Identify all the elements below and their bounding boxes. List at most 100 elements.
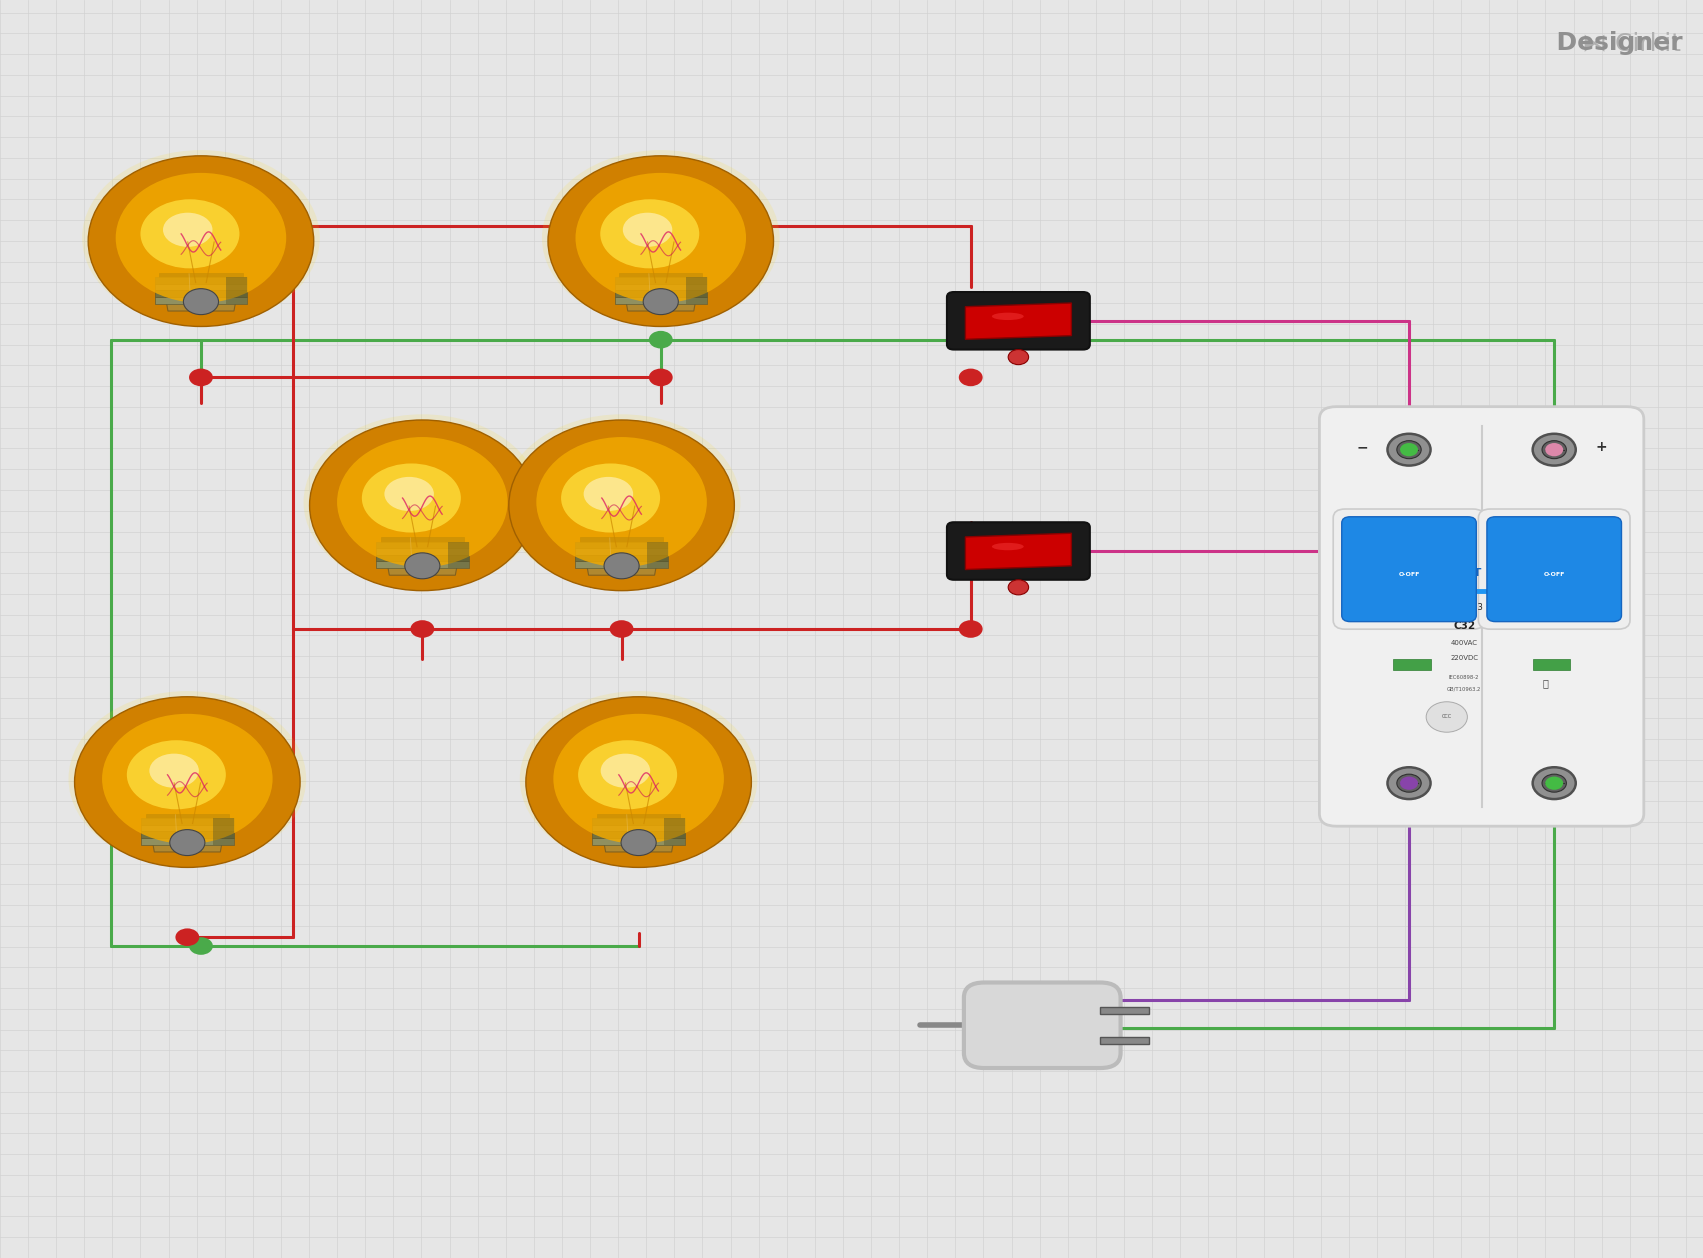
- Circle shape: [610, 620, 634, 638]
- FancyBboxPatch shape: [947, 292, 1090, 350]
- Ellipse shape: [577, 740, 678, 809]
- FancyBboxPatch shape: [160, 273, 242, 277]
- Circle shape: [502, 414, 741, 590]
- Circle shape: [405, 552, 439, 579]
- Polygon shape: [966, 303, 1071, 340]
- Circle shape: [605, 552, 639, 579]
- Polygon shape: [582, 538, 661, 575]
- FancyBboxPatch shape: [647, 541, 668, 548]
- Ellipse shape: [140, 199, 240, 268]
- FancyBboxPatch shape: [213, 838, 233, 844]
- FancyBboxPatch shape: [686, 277, 707, 284]
- Ellipse shape: [991, 543, 1024, 550]
- FancyBboxPatch shape: [226, 297, 247, 303]
- FancyBboxPatch shape: [155, 297, 247, 303]
- FancyBboxPatch shape: [1478, 509, 1630, 629]
- FancyBboxPatch shape: [593, 838, 685, 844]
- Ellipse shape: [116, 172, 286, 303]
- FancyBboxPatch shape: [1100, 1006, 1150, 1014]
- Ellipse shape: [102, 713, 272, 844]
- Circle shape: [175, 928, 199, 946]
- FancyBboxPatch shape: [581, 537, 662, 541]
- FancyBboxPatch shape: [964, 982, 1121, 1068]
- Text: ⏦: ⏦: [1543, 678, 1548, 688]
- FancyBboxPatch shape: [141, 825, 233, 832]
- Circle shape: [1008, 580, 1029, 595]
- FancyBboxPatch shape: [448, 548, 468, 555]
- Circle shape: [644, 288, 678, 314]
- FancyBboxPatch shape: [448, 561, 468, 567]
- FancyBboxPatch shape: [593, 832, 685, 838]
- Ellipse shape: [576, 172, 746, 303]
- Ellipse shape: [337, 437, 507, 567]
- Text: GB/T10963.2: GB/T10963.2: [1448, 687, 1482, 692]
- FancyBboxPatch shape: [576, 561, 668, 567]
- FancyBboxPatch shape: [155, 284, 247, 291]
- FancyBboxPatch shape: [213, 818, 233, 825]
- Text: O·OFF: O·OFF: [1543, 571, 1565, 576]
- Circle shape: [68, 691, 307, 867]
- Ellipse shape: [89, 156, 313, 327]
- FancyBboxPatch shape: [615, 277, 707, 284]
- Ellipse shape: [509, 420, 734, 591]
- Ellipse shape: [548, 156, 773, 327]
- Circle shape: [959, 369, 983, 386]
- Ellipse shape: [163, 213, 213, 247]
- FancyBboxPatch shape: [376, 541, 468, 548]
- FancyBboxPatch shape: [593, 818, 685, 825]
- FancyBboxPatch shape: [226, 277, 247, 284]
- Circle shape: [1396, 775, 1420, 793]
- Ellipse shape: [536, 437, 707, 567]
- Circle shape: [542, 150, 780, 326]
- Circle shape: [1396, 440, 1422, 459]
- Polygon shape: [622, 274, 700, 311]
- FancyBboxPatch shape: [155, 277, 247, 284]
- FancyBboxPatch shape: [141, 818, 233, 825]
- Circle shape: [1425, 702, 1468, 732]
- Circle shape: [303, 414, 542, 590]
- Polygon shape: [162, 274, 240, 311]
- FancyBboxPatch shape: [647, 555, 668, 561]
- FancyBboxPatch shape: [376, 548, 468, 555]
- Circle shape: [1008, 350, 1029, 365]
- FancyBboxPatch shape: [1533, 659, 1570, 669]
- FancyBboxPatch shape: [576, 555, 668, 561]
- Circle shape: [519, 691, 758, 867]
- FancyBboxPatch shape: [686, 284, 707, 291]
- Text: 220VDC: 220VDC: [1451, 655, 1478, 660]
- Circle shape: [1543, 775, 1567, 793]
- Circle shape: [649, 369, 673, 386]
- FancyBboxPatch shape: [593, 825, 685, 832]
- FancyBboxPatch shape: [213, 825, 233, 832]
- Circle shape: [77, 697, 298, 860]
- Ellipse shape: [361, 463, 462, 532]
- FancyBboxPatch shape: [448, 541, 468, 548]
- Ellipse shape: [75, 697, 300, 868]
- FancyBboxPatch shape: [1333, 509, 1485, 629]
- Circle shape: [550, 156, 771, 320]
- FancyBboxPatch shape: [226, 291, 247, 297]
- Circle shape: [170, 829, 204, 855]
- Ellipse shape: [599, 199, 700, 268]
- Text: Designer: Designer: [1470, 31, 1683, 55]
- Circle shape: [622, 829, 656, 855]
- Circle shape: [1533, 767, 1575, 799]
- FancyBboxPatch shape: [576, 541, 668, 548]
- Circle shape: [649, 331, 673, 348]
- FancyBboxPatch shape: [141, 832, 233, 838]
- Polygon shape: [599, 815, 678, 852]
- Text: +: +: [1596, 440, 1608, 454]
- FancyBboxPatch shape: [1487, 517, 1621, 621]
- Circle shape: [1388, 434, 1431, 465]
- Circle shape: [1400, 776, 1419, 790]
- Circle shape: [184, 288, 218, 314]
- FancyBboxPatch shape: [686, 291, 707, 297]
- Circle shape: [959, 620, 983, 638]
- Text: C32: C32: [1453, 621, 1475, 632]
- Ellipse shape: [560, 463, 661, 532]
- Ellipse shape: [385, 477, 434, 511]
- FancyBboxPatch shape: [376, 555, 468, 561]
- FancyBboxPatch shape: [664, 838, 685, 844]
- Circle shape: [1543, 440, 1567, 458]
- FancyBboxPatch shape: [664, 825, 685, 832]
